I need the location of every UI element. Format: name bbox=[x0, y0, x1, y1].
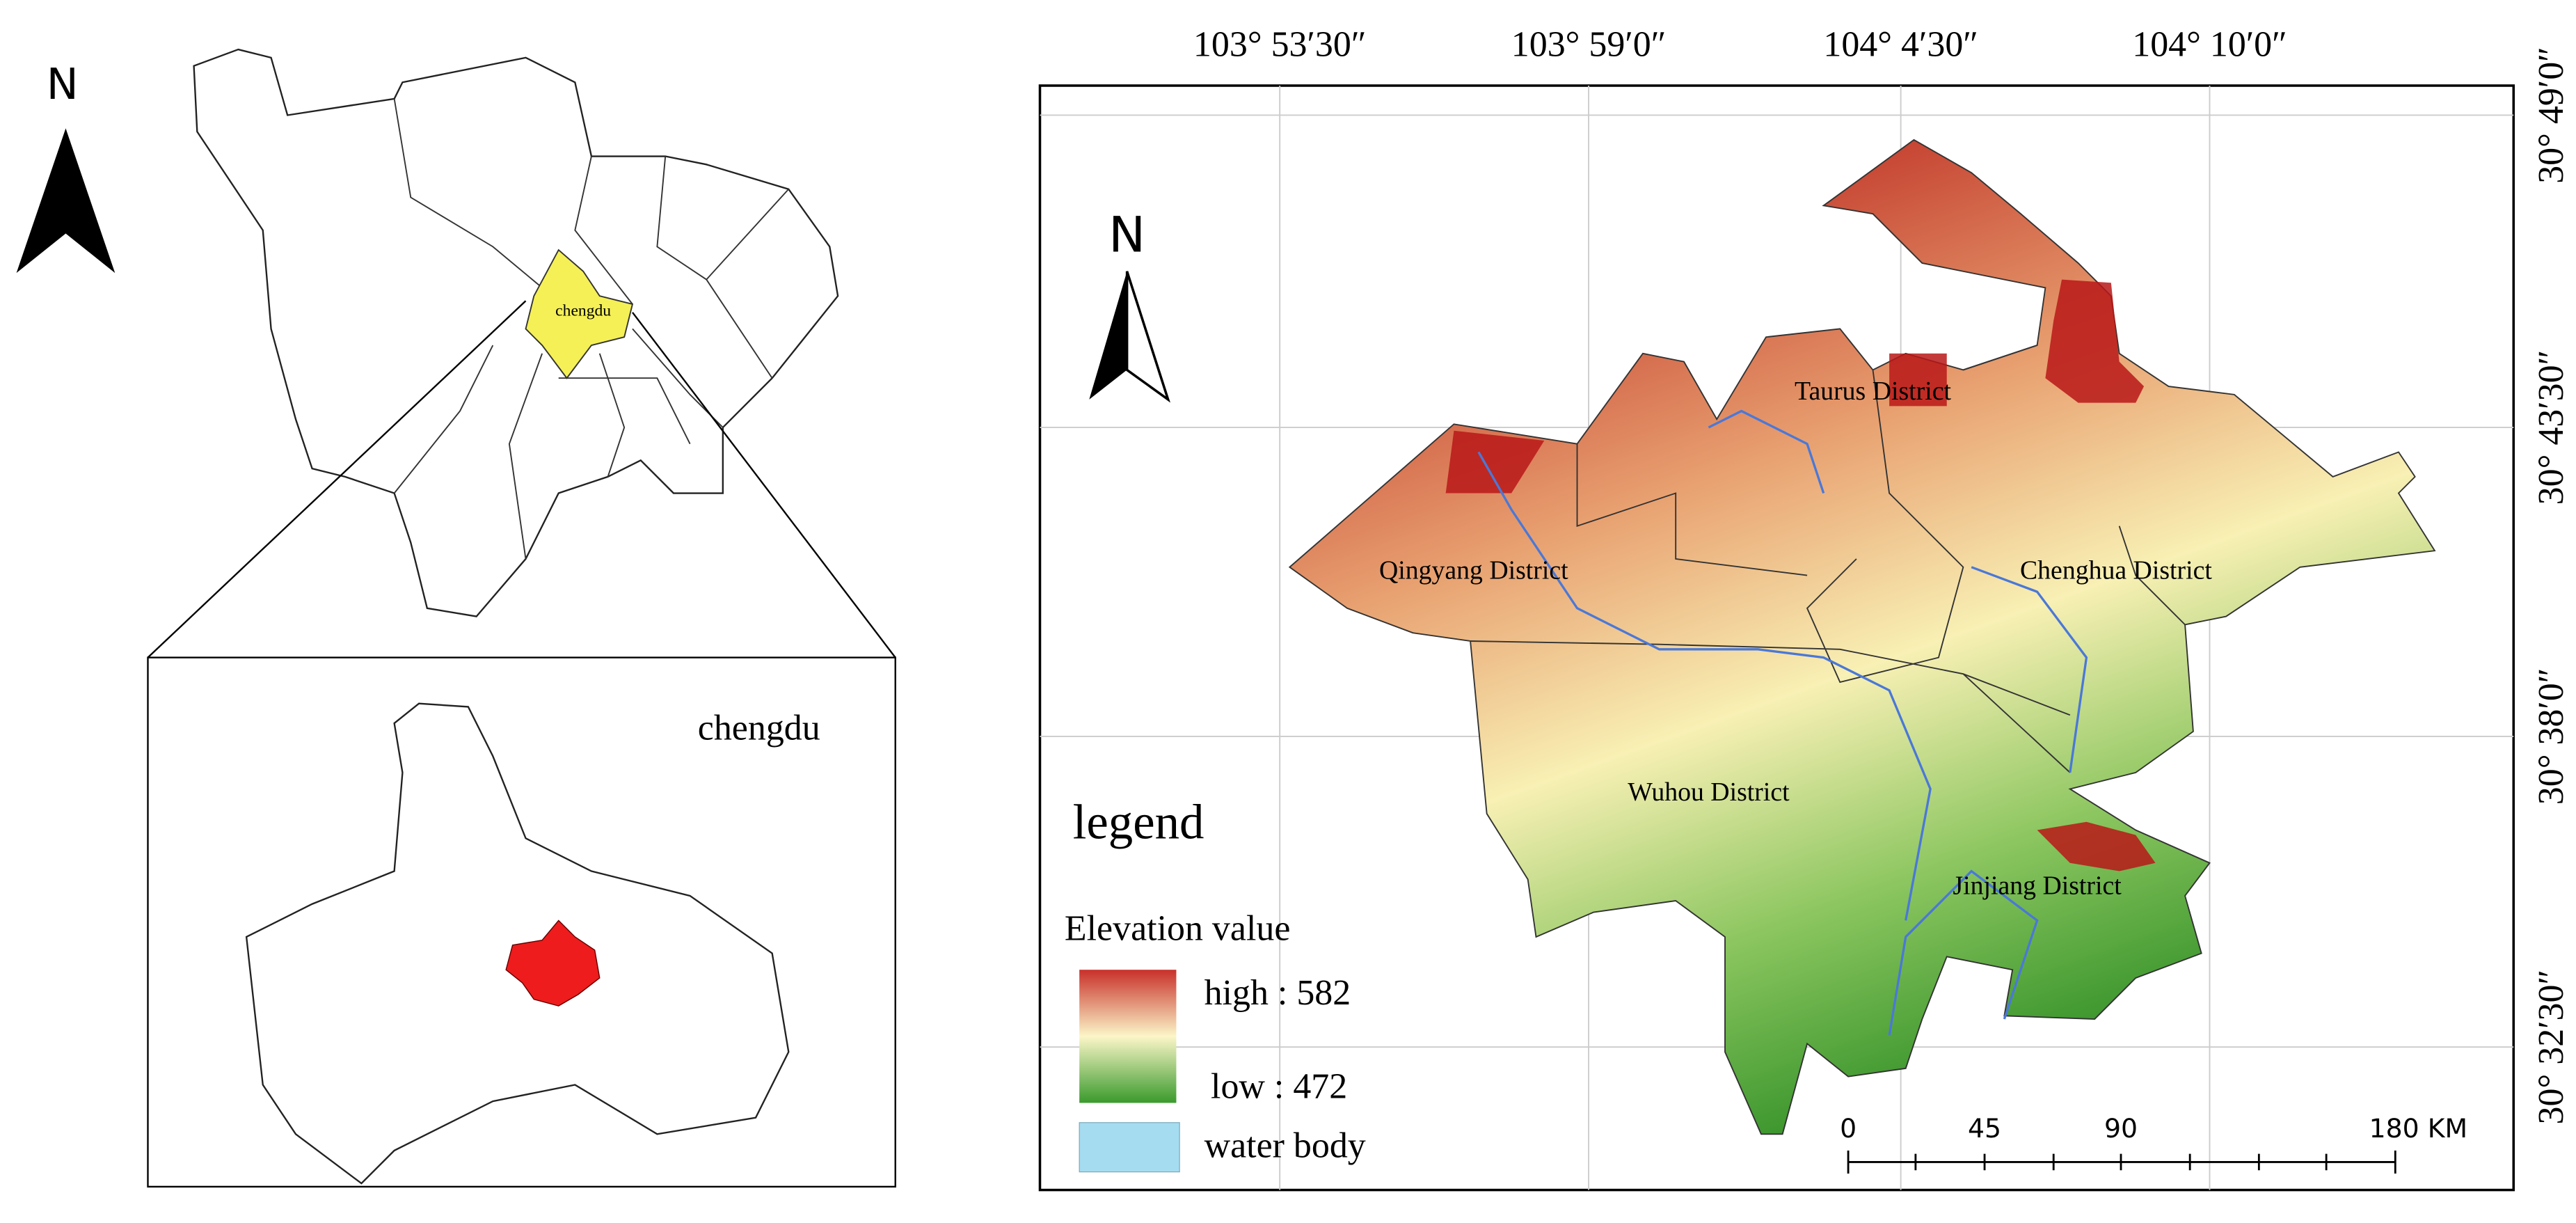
north-label: N bbox=[1108, 205, 1145, 263]
inset-label: chengdu bbox=[698, 709, 820, 748]
legend-subtitle: Elevation value bbox=[1065, 909, 1290, 949]
coordinate-label: 30° 38′0″ bbox=[2531, 668, 2571, 805]
main-map: Taurus District Qingyang District Chengh… bbox=[1040, 24, 2571, 1190]
district-label: Chenghua District bbox=[2020, 555, 2212, 585]
coordinate-label: 104° 10′0″ bbox=[2132, 24, 2287, 64]
district-label: Jinjiang District bbox=[1953, 871, 2122, 901]
legend-gradient bbox=[1079, 970, 1176, 1103]
coordinate-label: 30° 32′30″ bbox=[2531, 970, 2571, 1125]
legend-low: low : 472 bbox=[1211, 1066, 1347, 1106]
page: N chengdu chengdu Taurus District Qingya… bbox=[0, 0, 2576, 1223]
legend-water-label: water body bbox=[1204, 1126, 1366, 1165]
coordinate-label: 30° 43′30″ bbox=[2531, 350, 2571, 505]
scale-label: 45 bbox=[1968, 1113, 2001, 1144]
scale-label: 180 KM bbox=[2369, 1113, 2467, 1144]
coordinate-label: 30° 49′0″ bbox=[2531, 47, 2571, 184]
top-coordinates: 103° 53′30″ 103° 59′0″ 104° 4′30″ 104° 1… bbox=[1193, 24, 2287, 64]
zoom-line bbox=[148, 301, 525, 657]
scale-label: 90 bbox=[2104, 1113, 2138, 1144]
legend-title: legend bbox=[1073, 795, 1204, 849]
coordinate-label: 103° 59′0″ bbox=[1511, 24, 1667, 64]
locator: N chengdu chengdu bbox=[17, 49, 896, 1187]
province-label: chengdu bbox=[555, 302, 611, 320]
north-arrow bbox=[17, 128, 116, 273]
legend-water bbox=[1079, 1123, 1179, 1172]
coordinate-label: 104° 4′30″ bbox=[1823, 24, 1978, 64]
district-label: Wuhou District bbox=[1628, 778, 1790, 807]
legend-high: high : 582 bbox=[1204, 973, 1351, 1013]
figure: N chengdu chengdu Taurus District Qingya… bbox=[0, 0, 2576, 1223]
coordinate-label: 103° 53′30″ bbox=[1193, 24, 1367, 64]
zoom-line bbox=[633, 313, 896, 658]
scale-label: 0 bbox=[1840, 1113, 1857, 1144]
right-coordinates: 30° 49′0″ 30° 43′30″ 30° 38′0″ 30° 32′30… bbox=[2531, 47, 2571, 1124]
district-label: Qingyang District bbox=[1379, 555, 1568, 585]
district-label: Taurus District bbox=[1795, 377, 1951, 406]
north-label: N bbox=[47, 60, 79, 109]
